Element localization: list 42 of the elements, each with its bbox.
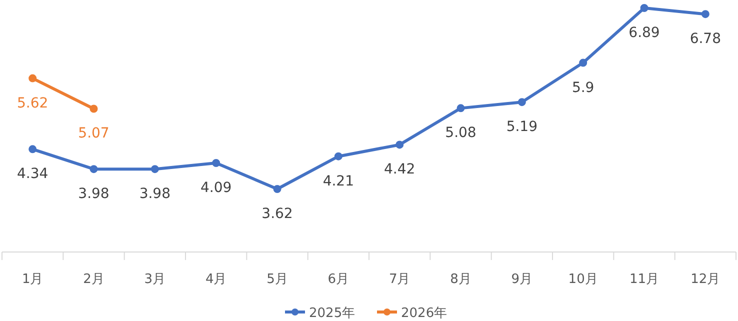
data-label: 6.78 bbox=[690, 31, 722, 48]
point bbox=[518, 98, 526, 106]
x-tick-label: 10月 bbox=[568, 272, 598, 287]
x-tick-label: 8月 bbox=[450, 272, 472, 287]
x-tick-label: 6月 bbox=[328, 272, 350, 287]
data-label: 5.08 bbox=[445, 125, 476, 142]
point bbox=[90, 104, 98, 113]
x-tick-label: 12月 bbox=[690, 272, 720, 287]
point bbox=[701, 10, 710, 18]
data-label: 5.19 bbox=[506, 119, 538, 136]
point bbox=[150, 165, 159, 174]
data-label: 5.07 bbox=[78, 126, 110, 142]
x-tick-label: 11月 bbox=[629, 272, 660, 287]
point bbox=[28, 74, 37, 82]
x-tick-label: 7月 bbox=[388, 272, 410, 287]
legend-label: 2025年 bbox=[309, 306, 356, 321]
data-label: 5.9 bbox=[572, 80, 594, 96]
x-tick-label: 4月 bbox=[205, 272, 227, 287]
data-label: 3.62 bbox=[262, 206, 293, 222]
point bbox=[456, 104, 465, 112]
data-label: 5.62 bbox=[16, 95, 48, 112]
x-tick-label: 5月 bbox=[266, 272, 288, 287]
point bbox=[273, 185, 282, 193]
point bbox=[334, 152, 342, 160]
point bbox=[212, 158, 220, 167]
data-label: 4.21 bbox=[322, 173, 354, 190]
data-label: 3.98 bbox=[139, 186, 171, 202]
data-label: 3.98 bbox=[78, 186, 110, 202]
point bbox=[579, 58, 588, 67]
data-label: 6.89 bbox=[628, 25, 660, 41]
x-tick-label: 1月 bbox=[22, 272, 44, 287]
point bbox=[90, 165, 98, 174]
x-tick-label: 9月 bbox=[511, 272, 533, 287]
x-tick-label: 3月 bbox=[144, 272, 166, 287]
x-tick-label: 2月 bbox=[83, 272, 104, 287]
data-label: 4.09 bbox=[200, 180, 232, 196]
legend-label: 2026年 bbox=[401, 306, 448, 321]
point bbox=[640, 4, 648, 12]
point bbox=[396, 140, 404, 149]
data-label: 4.34 bbox=[16, 166, 48, 182]
data-label: 4.42 bbox=[384, 162, 416, 178]
point bbox=[28, 145, 37, 154]
